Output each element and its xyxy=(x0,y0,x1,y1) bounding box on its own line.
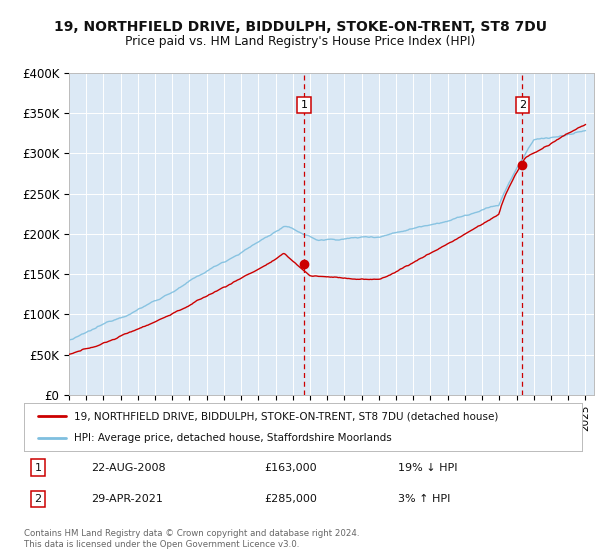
Text: 2: 2 xyxy=(518,100,526,110)
Text: 2: 2 xyxy=(34,494,41,504)
Text: 1: 1 xyxy=(34,463,41,473)
Text: Contains HM Land Registry data © Crown copyright and database right 2024.
This d: Contains HM Land Registry data © Crown c… xyxy=(24,529,359,549)
Text: 29-APR-2021: 29-APR-2021 xyxy=(91,494,163,504)
Text: HPI: Average price, detached house, Staffordshire Moorlands: HPI: Average price, detached house, Staf… xyxy=(74,433,392,443)
Text: £285,000: £285,000 xyxy=(264,494,317,504)
Text: 19, NORTHFIELD DRIVE, BIDDULPH, STOKE-ON-TRENT, ST8 7DU: 19, NORTHFIELD DRIVE, BIDDULPH, STOKE-ON… xyxy=(53,20,547,34)
Text: 19, NORTHFIELD DRIVE, BIDDULPH, STOKE-ON-TRENT, ST8 7DU (detached house): 19, NORTHFIELD DRIVE, BIDDULPH, STOKE-ON… xyxy=(74,411,499,421)
Text: 1: 1 xyxy=(301,100,307,110)
Text: Price paid vs. HM Land Registry's House Price Index (HPI): Price paid vs. HM Land Registry's House … xyxy=(125,35,475,48)
Text: 22-AUG-2008: 22-AUG-2008 xyxy=(91,463,166,473)
Text: 3% ↑ HPI: 3% ↑ HPI xyxy=(398,494,450,504)
Text: £163,000: £163,000 xyxy=(264,463,317,473)
Text: 19% ↓ HPI: 19% ↓ HPI xyxy=(398,463,457,473)
